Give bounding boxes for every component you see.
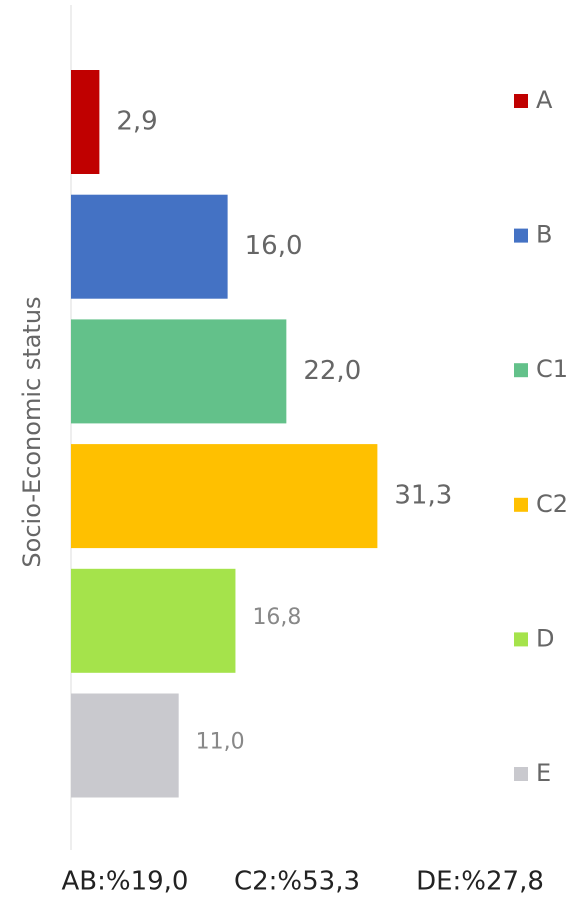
legend-label: C2 [536,490,568,518]
annotation: C2:%53,3 [234,867,360,897]
bar [71,444,378,549]
legend-swatch [514,632,528,647]
value-label: 16,0 [245,231,303,261]
legend-label: E [536,759,551,787]
bar [71,194,228,299]
legend-label: D [536,624,554,652]
legend-swatch [514,94,528,108]
y-axis-label: Socio-Economic status [18,296,46,567]
bar [71,568,236,673]
legend-swatch [514,497,528,512]
annotation: DE:%27,8 [416,867,544,897]
legend-swatch [514,363,528,378]
bar [71,70,100,174]
bar [71,693,179,798]
value-label: 11,0 [196,730,245,755]
value-label: 2,9 [116,107,157,137]
value-label: 31,3 [394,481,452,511]
legend-label: A [536,86,553,114]
legend-label: C1 [536,355,568,383]
legend-label: B [536,221,552,249]
value-label: 22,0 [303,356,361,386]
value-label: 16,8 [252,605,301,630]
legend-swatch [514,767,528,781]
bar [71,319,287,424]
legend-swatch [514,228,528,243]
annotation: AB:%19,0 [62,867,189,897]
